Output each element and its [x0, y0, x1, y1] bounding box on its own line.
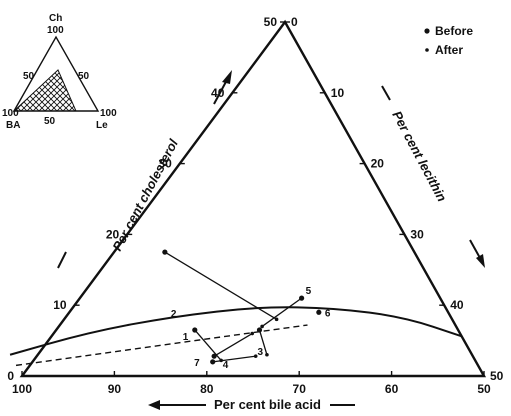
- before-point: [316, 309, 322, 315]
- patient-label: 4: [223, 360, 229, 371]
- before-point: [299, 295, 305, 301]
- patient-6: 6: [316, 308, 331, 319]
- patient-connector: [258, 329, 268, 355]
- legend-after-marker: [425, 48, 429, 52]
- patient-label: 2: [171, 309, 177, 320]
- inset-right-vertex: Le: [96, 120, 108, 131]
- bile-acid-tick-label: 60: [385, 382, 399, 396]
- before-point: [162, 249, 168, 255]
- inset-left-edge-50: 50: [23, 71, 35, 82]
- bile-acid-tick-label: 80: [200, 382, 214, 396]
- cholesterol-arrow-head: [222, 70, 232, 84]
- before-point: [211, 353, 217, 359]
- cholesterol-tick-label: 20: [106, 227, 120, 241]
- after-point: [265, 352, 269, 357]
- patient-5: 5: [260, 286, 312, 329]
- solubility-curve: [9, 306, 463, 356]
- inset-diagram: Ch 100 100 BA 100 Le 50 50 50: [2, 13, 117, 131]
- patient-connector: [194, 329, 222, 361]
- lecithin-axis-label: Per cent lecithin: [381, 85, 485, 268]
- lecithin-arrow-shaft: [469, 239, 481, 259]
- patient-label: 3: [257, 347, 263, 358]
- after-point: [250, 331, 255, 336]
- patient-1: 1: [183, 327, 223, 363]
- cholesterol-axis-title: Per cent cholesterol: [109, 136, 181, 253]
- lecithin-arrow-head: [476, 254, 485, 268]
- cholesterol-tick-label: 30: [158, 157, 172, 171]
- inset-shaded-region: [14, 69, 77, 111]
- before-point: [256, 327, 263, 333]
- legend: Before After: [424, 24, 473, 57]
- lecithin-tick-label: 20: [371, 157, 385, 171]
- patient-connector: [213, 332, 253, 357]
- patient-label: 6: [325, 308, 331, 319]
- legend-before-label: Before: [435, 24, 473, 38]
- ternary-triangle: [19, 19, 487, 378]
- cholesterol-tick-label: 10: [53, 298, 67, 312]
- inset-left-value: 100: [2, 108, 19, 119]
- patient-points: 1 2 3 4 5 6 7: [162, 249, 331, 371]
- cholesterol-tick-label: 0: [7, 369, 14, 383]
- legend-before-marker: [424, 28, 430, 34]
- lecithin-tick-label: 50: [490, 369, 504, 383]
- bile-acid-tick-label: 50: [477, 382, 491, 396]
- inset-top-vertex: Ch: [49, 13, 62, 24]
- patient-label: 7: [194, 358, 200, 369]
- after-point: [260, 324, 264, 329]
- cholesterol-dash: [57, 251, 67, 269]
- inset-right-edge-50: 50: [78, 71, 90, 82]
- after-point: [274, 317, 279, 322]
- bile-acid-tick-label: 100: [12, 382, 32, 396]
- lecithin-axis-title: Per cent lecithin: [389, 108, 449, 204]
- patient-3: 3: [256, 327, 269, 358]
- patient-label: 5: [306, 286, 312, 297]
- legend-after-label: After: [435, 43, 463, 57]
- patient-2: 2: [162, 249, 279, 322]
- bile-acid-axis-label: Per cent bile acid: [148, 397, 355, 412]
- inset-top-value: 100: [47, 25, 64, 36]
- patient-connector: [164, 251, 277, 320]
- bile-acid-arrow-head: [148, 400, 160, 410]
- lecithin-tick-label: 40: [450, 298, 464, 312]
- after-point: [253, 354, 258, 358]
- lecithin-tick-label: 0: [291, 15, 298, 29]
- before-point: [192, 327, 198, 333]
- bile-acid-ticks: 100 90 80 70 60 50: [12, 371, 491, 396]
- lecithin-tick-label: 10: [331, 86, 345, 100]
- patient-label: 1: [183, 332, 189, 343]
- inset-triangle: [12, 35, 100, 112]
- inset-left-vertex: BA: [6, 120, 20, 131]
- inset-bottom-50: 50: [44, 116, 56, 127]
- patient-connector: [261, 297, 302, 327]
- bile-acid-tick-label: 90: [108, 382, 122, 396]
- lecithin-tick-label: 30: [410, 227, 424, 241]
- patient-connector: [212, 355, 256, 363]
- lecithin-ticks: 0 10 20 30 40 50: [280, 15, 504, 383]
- cholesterol-tick-label: 50: [264, 15, 278, 29]
- before-point: [210, 359, 216, 365]
- cholesterol-axis-label: Per cent cholesterol: [57, 70, 232, 269]
- patient-4: 4: [210, 354, 258, 371]
- patient-7: 7: [194, 331, 255, 369]
- bile-acid-axis-title: Per cent bile acid: [214, 397, 321, 412]
- lecithin-dash: [381, 85, 391, 101]
- inset-right-value: 100: [100, 108, 117, 119]
- bile-acid-tick-label: 70: [293, 382, 307, 396]
